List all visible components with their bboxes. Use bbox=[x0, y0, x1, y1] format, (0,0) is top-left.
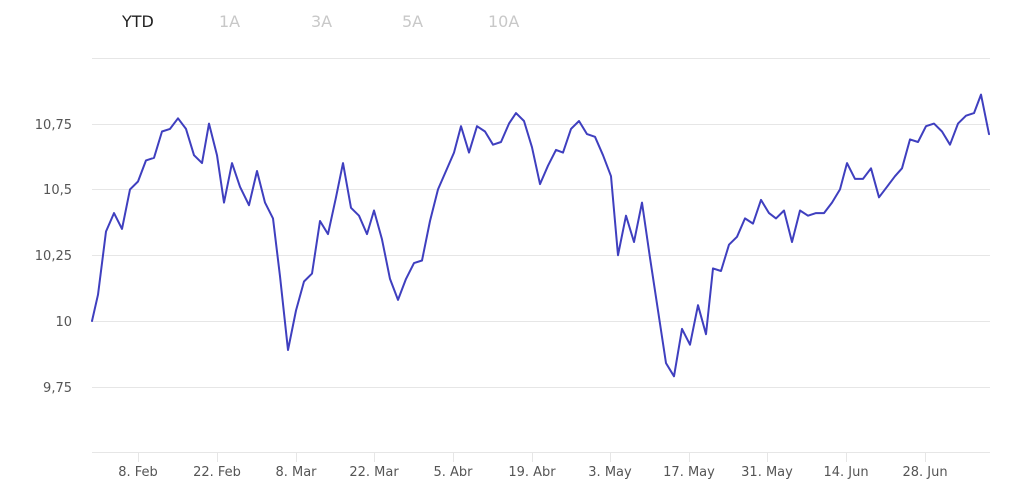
y-axis-label: 10,5 bbox=[43, 183, 72, 198]
y-axis-label: 9,75 bbox=[43, 381, 72, 396]
tab-1a[interactable]: 1A bbox=[219, 12, 241, 31]
x-axis-label: 8. Feb bbox=[118, 465, 158, 480]
y-axis-label: 10,75 bbox=[35, 118, 72, 133]
x-axis-ticks: 8. Feb 22. Feb 8. Mar 22. Mar 5. Abr 19. Abr 3… bbox=[118, 452, 948, 480]
tab-10a[interactable]: 10A bbox=[488, 12, 520, 31]
gridlines bbox=[92, 58, 990, 388]
x-axis-label: 3. May bbox=[588, 465, 632, 480]
x-axis-label: 28. Jun bbox=[902, 465, 947, 480]
y-axis-label: 10 bbox=[55, 315, 72, 330]
x-axis-label: 8. Mar bbox=[275, 465, 317, 480]
tab-5a[interactable]: 5A bbox=[402, 12, 424, 31]
tab-ytd[interactable]: YTD bbox=[122, 12, 154, 31]
x-axis-label: 14. Jun bbox=[823, 465, 868, 480]
price-line[interactable] bbox=[91, 93, 990, 378]
tab-3a[interactable]: 3A bbox=[311, 12, 333, 31]
x-axis-label: 19. Abr bbox=[508, 465, 556, 480]
x-axis-label: 22. Feb bbox=[193, 465, 241, 480]
x-axis-label: 17. May bbox=[663, 465, 715, 480]
y-axis-labels: 9,75 10 10,25 10,5 10,75 bbox=[35, 118, 72, 396]
x-axis-label: 22. Mar bbox=[349, 465, 399, 480]
x-axis-label: 31. May bbox=[741, 465, 793, 480]
y-axis-label: 10,25 bbox=[35, 249, 72, 264]
x-axis-label: 5. Abr bbox=[433, 465, 473, 480]
